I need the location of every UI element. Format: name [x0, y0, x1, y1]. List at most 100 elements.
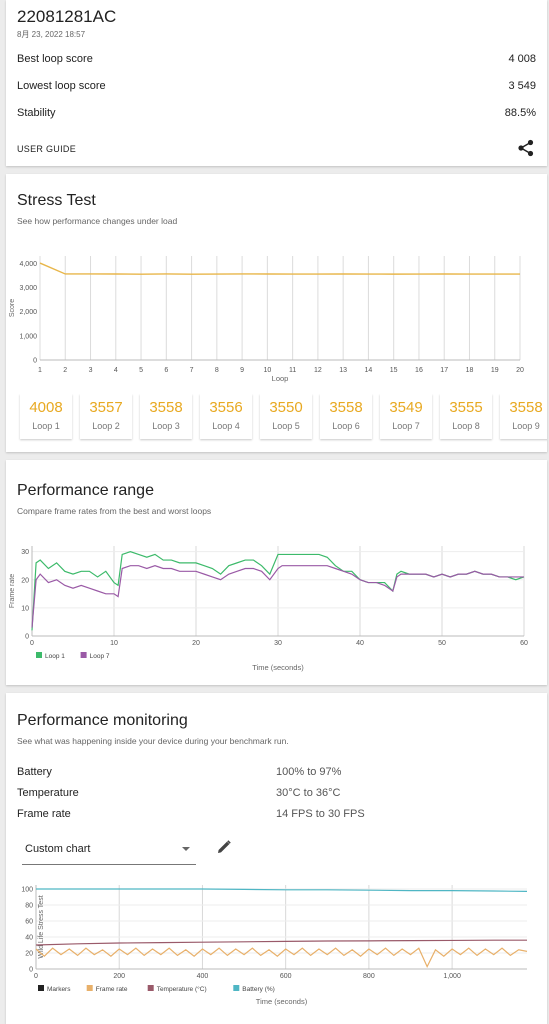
x-tick-label: 400	[197, 973, 209, 980]
loop-tile[interactable]: 3558 Loop 3	[140, 394, 192, 439]
stress-test-title: Stress Test	[17, 192, 96, 209]
battery-value: 100% to 97%	[276, 766, 342, 778]
stress-test-card: Stress Test See how performance changes …	[6, 174, 547, 452]
loop-tile[interactable]: 3555 Loop 8	[440, 394, 492, 439]
x-tick-label: 14	[365, 367, 373, 374]
x-tick-label: 1,000	[443, 973, 461, 980]
series-line	[35, 947, 528, 969]
x-tick-label: 8	[215, 367, 219, 374]
temperature-label: Temperature	[17, 787, 79, 799]
x-tick-label: 10	[263, 367, 271, 374]
legend-swatch	[36, 652, 42, 658]
loop-name: Loop 8	[452, 421, 480, 431]
y-axis-label: Wild Life Stress Test	[38, 895, 45, 958]
x-tick-label: 12	[314, 367, 322, 374]
x-tick-label: 1	[38, 367, 42, 374]
performance-range-card: Performance range Compare frame rates fr…	[6, 460, 547, 685]
score-line	[39, 262, 521, 275]
loop-tile[interactable]: 3558 Loop 9	[500, 394, 547, 439]
loop-score: 4008	[29, 399, 63, 416]
y-tick-label: 1,000	[19, 333, 37, 340]
x-axis-label: Loop	[272, 374, 289, 383]
y-tick-label: 40	[25, 935, 33, 942]
x-axis-label: Time (seconds)	[256, 997, 308, 1006]
frame-rate-value: 14 FPS to 30 FPS	[276, 808, 365, 820]
loop-tile[interactable]: 3557 Loop 2	[80, 394, 132, 439]
series-line	[31, 565, 524, 628]
chart-type-value: Custom chart	[25, 843, 91, 855]
x-tick-label: 200	[113, 973, 125, 980]
y-tick-label: 80	[25, 903, 33, 910]
x-tick-label: 4	[114, 367, 118, 374]
x-tick-label: 2	[63, 367, 67, 374]
x-tick-label: 10	[110, 640, 118, 647]
legend-swatch	[86, 985, 93, 991]
loop-name: Loop 7	[392, 421, 420, 431]
loop-name: Loop 3	[152, 421, 180, 431]
x-tick-label: 800	[363, 973, 375, 980]
y-tick-label: 100	[21, 887, 33, 894]
x-tick-label: 40	[356, 640, 364, 647]
x-tick-label: 3	[89, 367, 93, 374]
loop-score: 3550	[269, 399, 303, 416]
frame-rate-label: Frame rate	[17, 808, 71, 820]
x-tick-label: 5	[139, 367, 143, 374]
stress-test-subtitle: See how performance changes under load	[17, 216, 178, 226]
y-tick-label: 4,000	[19, 261, 37, 268]
x-tick-label: 13	[339, 367, 347, 374]
y-tick-label: 3,000	[19, 285, 37, 292]
y-axis-label: Score	[9, 299, 16, 317]
lowest-loop-label: Lowest loop score	[17, 80, 106, 92]
legend-swatch	[80, 652, 87, 658]
x-tick-label: 11	[289, 367, 296, 374]
loop-score-strip[interactable]: 4008 Loop 1 3557 Loop 2 3558 Loop 3 3556 Loop 4…	[18, 394, 547, 442]
loop-tile[interactable]: 3549 Loop 7	[380, 394, 432, 439]
x-tick-label: 6	[164, 367, 168, 374]
y-tick-label: 10	[21, 605, 29, 612]
loop-name: Loop 5	[272, 421, 300, 431]
loop-score: 3555	[449, 399, 483, 416]
legend-label: Frame rate	[96, 986, 128, 993]
series-line	[35, 939, 527, 946]
x-tick-label: 50	[438, 640, 446, 647]
legend-swatch	[147, 985, 154, 991]
loop-name: Loop 9	[512, 421, 540, 431]
y-tick-label: 60	[25, 919, 33, 926]
loop-tile[interactable]: 3558 Loop 6	[320, 394, 372, 439]
pencil-icon[interactable]	[216, 839, 232, 855]
y-tick-label: 0	[29, 967, 33, 974]
x-tick-label: 9	[240, 367, 244, 374]
user-guide-link[interactable]: USER GUIDE	[17, 144, 77, 154]
run-date: 8月 23, 2022 18:57	[17, 30, 86, 39]
y-tick-label: 0	[25, 634, 29, 641]
performance-monitoring-title: Performance monitoring	[17, 712, 188, 729]
loop-name: Loop 6	[332, 421, 360, 431]
loop-score: 3549	[389, 399, 423, 416]
loop-name: Loop 2	[92, 421, 120, 431]
y-tick-label: 20	[25, 951, 33, 958]
performance-range-title: Performance range	[17, 482, 154, 499]
best-loop-value: 4 008	[508, 53, 536, 65]
loop-tile[interactable]: 3550 Loop 5	[260, 394, 312, 439]
legend-swatch	[38, 985, 44, 991]
x-tick-label: 0	[30, 640, 34, 647]
device-name: 22081281AC	[17, 7, 117, 26]
chart-type-select[interactable]: Custom chart	[22, 831, 196, 865]
loop-tile[interactable]: 4008 Loop 1	[20, 394, 72, 439]
loop-score: 3558	[149, 399, 183, 416]
loop-tile[interactable]: 3556 Loop 4	[200, 394, 252, 439]
legend-label: Loop 1	[45, 653, 65, 660]
battery-label: Battery	[17, 766, 52, 778]
x-axis-label: Time (seconds)	[252, 663, 304, 672]
loop-name: Loop 1	[32, 421, 60, 431]
x-tick-label: 17	[440, 367, 448, 374]
x-tick-label: 7	[190, 367, 194, 374]
performance-range-subtitle: Compare frame rates from the best and wo…	[17, 506, 212, 516]
share-icon[interactable]	[517, 139, 535, 157]
y-axis-label: Frame rate	[9, 574, 16, 608]
legend-swatch	[233, 985, 240, 991]
chevron-down-icon	[182, 847, 190, 851]
y-tick-label: 2,000	[19, 309, 37, 316]
summary-card: 22081281AC 8月 23, 2022 18:57 Best loop s…	[6, 0, 547, 166]
performance-monitoring-chart: 0 200 400 600 800 1,000 0 20 40 60 80 100 Wild Life …	[21, 885, 528, 1006]
